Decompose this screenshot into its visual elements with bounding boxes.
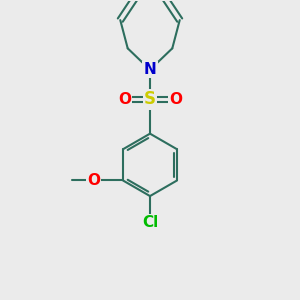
Text: S: S: [144, 91, 156, 109]
Text: O: O: [87, 173, 100, 188]
Text: N: N: [144, 62, 156, 77]
Text: Cl: Cl: [142, 215, 158, 230]
Text: O: O: [118, 92, 131, 107]
Text: O: O: [169, 92, 182, 107]
